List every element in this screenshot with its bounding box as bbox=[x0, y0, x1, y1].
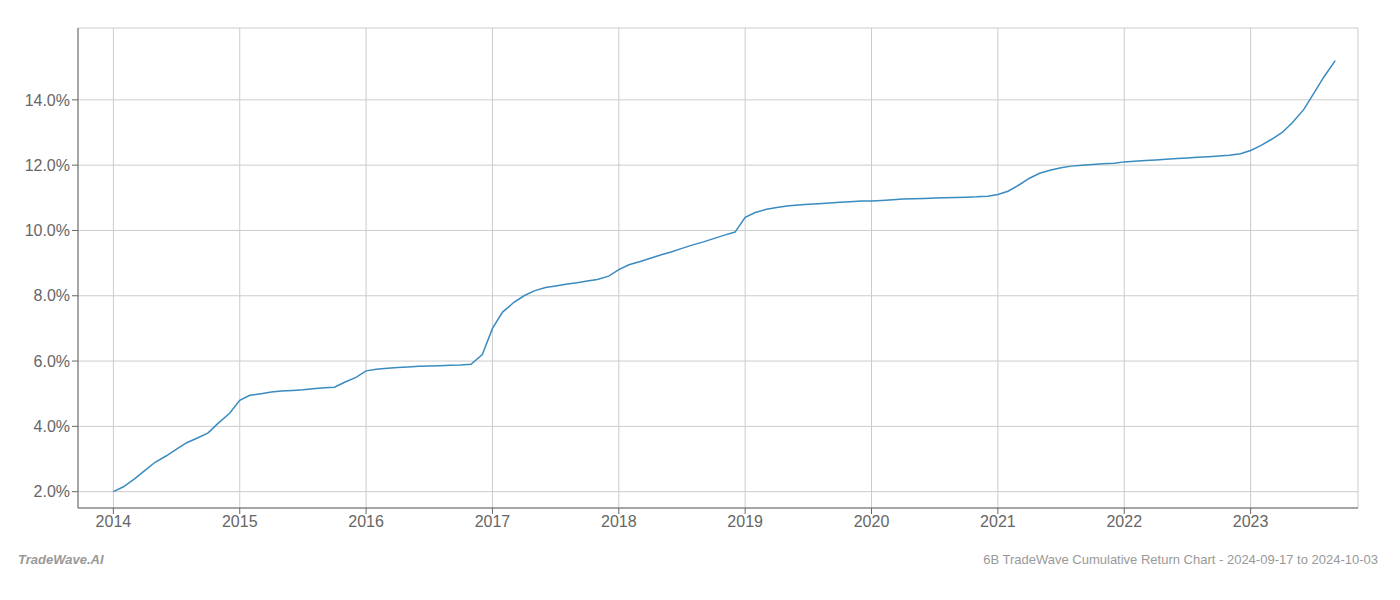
svg-text:6.0%: 6.0% bbox=[34, 353, 70, 370]
svg-text:10.0%: 10.0% bbox=[25, 222, 70, 239]
svg-text:2017: 2017 bbox=[475, 513, 511, 530]
svg-text:2019: 2019 bbox=[727, 513, 763, 530]
svg-text:2.0%: 2.0% bbox=[34, 483, 70, 500]
html-text:6B TradeWave Cumulative Return: 6B TradeWave Cumulative Return Chart - 2… bbox=[983, 552, 1378, 567]
svg-text:12.0%: 12.0% bbox=[25, 157, 70, 174]
svg-text:4.0%: 4.0% bbox=[34, 418, 70, 435]
html-text:TradeWave.AI: TradeWave.AI bbox=[18, 552, 104, 567]
svg-text:2021: 2021 bbox=[980, 513, 1016, 530]
svg-text:2023: 2023 bbox=[1233, 513, 1269, 530]
svg-text:2020: 2020 bbox=[854, 513, 890, 530]
svg-text:14.0%: 14.0% bbox=[25, 92, 70, 109]
svg-text:8.0%: 8.0% bbox=[34, 287, 70, 304]
svg-text:2015: 2015 bbox=[222, 513, 258, 530]
svg-text:2018: 2018 bbox=[601, 513, 637, 530]
svg-text:2014: 2014 bbox=[96, 513, 132, 530]
svg-text:2016: 2016 bbox=[348, 513, 384, 530]
svg-text:2022: 2022 bbox=[1106, 513, 1142, 530]
